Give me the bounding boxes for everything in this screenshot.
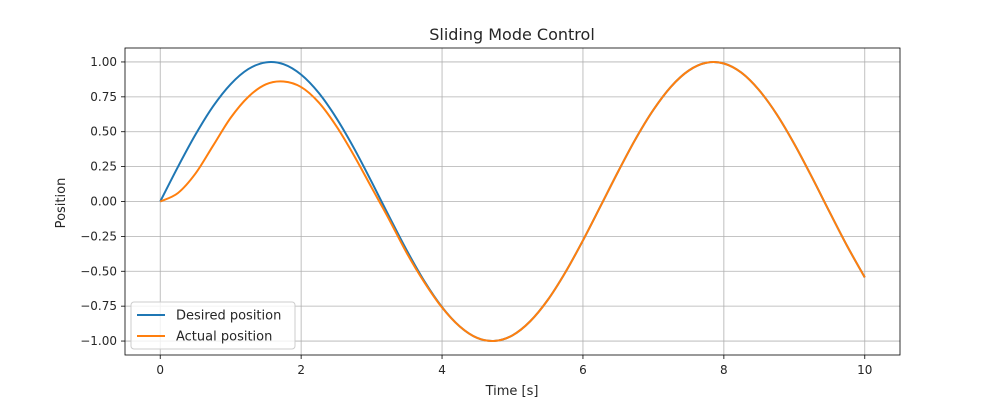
- x-tick-label: 4: [438, 363, 446, 377]
- series-layer: [159, 61, 866, 343]
- x-tick-label: 2: [297, 363, 305, 377]
- y-axis: 1.00 0.75 0.50 0.25 0.00 −0.25 −0.50 −0.75 −1.00: [80, 55, 125, 348]
- y-tick-label: −0.25: [80, 229, 117, 243]
- y-tick-label: 0.50: [90, 125, 117, 139]
- y-tick-label: −0.50: [80, 264, 117, 278]
- legend-label-actual: Actual position: [176, 330, 272, 345]
- y-tick-label: 0.25: [90, 160, 117, 174]
- y-tick-label: −1.00: [80, 334, 117, 348]
- x-tick-label: 0: [156, 363, 164, 377]
- legend-label-desired: Desired position: [176, 309, 281, 324]
- grid: [125, 48, 900, 355]
- y-tick-label: 0.75: [90, 90, 117, 104]
- x-axis-label: Time [s]: [485, 384, 539, 399]
- series-line-actual: [159, 61, 866, 343]
- y-axis-label: Position: [54, 178, 69, 229]
- y-tick-label: −0.75: [80, 299, 117, 313]
- chart-title: Sliding Mode Control: [429, 25, 595, 44]
- x-tick-label: 10: [857, 363, 872, 377]
- x-tick-label: 8: [720, 363, 728, 377]
- x-tick-label: 6: [579, 363, 587, 377]
- x-axis: 0 2 4 6 8 10: [156, 355, 872, 377]
- legend-box: [130, 301, 296, 350]
- y-tick-label: 0.00: [90, 195, 117, 209]
- legend: Desired position Actual position: [130, 301, 296, 350]
- y-tick-label: 1.00: [90, 55, 117, 69]
